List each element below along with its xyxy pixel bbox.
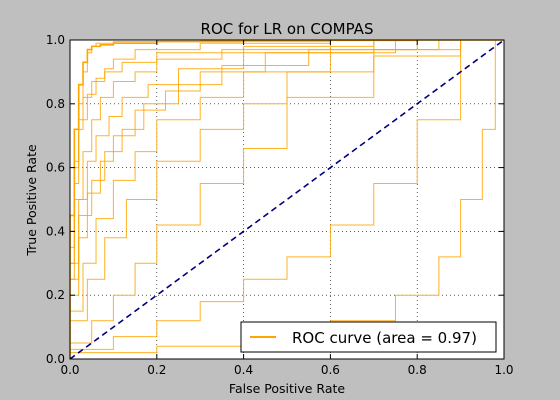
- y-axis-label: True Positive Rate: [24, 144, 39, 257]
- legend: ROC curve (area = 0.97): [241, 322, 496, 352]
- y-tick-label: 0.2: [46, 288, 65, 302]
- legend-label: ROC curve (area = 0.97): [292, 329, 477, 347]
- x-tick-label: 0.8: [408, 363, 427, 377]
- x-tick-label: 0.6: [321, 363, 340, 377]
- x-tick-label: 0.2: [147, 363, 166, 377]
- x-axis-label: False Positive Rate: [229, 381, 345, 396]
- x-tick-label: 1.0: [494, 363, 513, 377]
- y-tick-label: 0.6: [46, 161, 65, 175]
- y-tick-label: 0.8: [46, 97, 65, 111]
- y-tick-label: 1.0: [46, 33, 65, 47]
- y-tick-label: 0.4: [46, 224, 65, 238]
- chart-title: ROC for LR on COMPAS: [201, 20, 374, 38]
- x-tick-label: 0.4: [234, 363, 253, 377]
- y-tick-label: 0.0: [46, 352, 65, 366]
